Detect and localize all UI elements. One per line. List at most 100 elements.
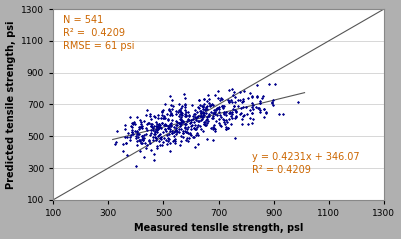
Point: [176, 102, 182, 106]
Point: [231, 104, 237, 108]
Point: [183, 114, 189, 118]
Point: [261, 107, 267, 110]
Point: [224, 121, 230, 125]
Point: [140, 138, 146, 142]
Point: [204, 121, 210, 125]
Point: [154, 130, 160, 133]
Point: [182, 97, 188, 100]
Point: [211, 126, 218, 130]
Point: [183, 122, 189, 126]
Point: [185, 139, 192, 143]
Point: [200, 130, 207, 133]
Point: [226, 99, 233, 103]
Point: [196, 119, 203, 123]
Point: [129, 130, 136, 134]
Point: [127, 115, 133, 119]
Point: [256, 102, 263, 105]
Point: [243, 105, 249, 109]
Point: [134, 130, 140, 134]
Point: [260, 114, 267, 118]
Point: [182, 102, 188, 106]
Point: [231, 95, 238, 99]
Point: [124, 153, 130, 157]
Point: [156, 126, 162, 130]
Point: [197, 124, 203, 128]
Point: [192, 112, 198, 115]
Point: [137, 149, 144, 153]
Point: [211, 123, 218, 127]
Point: [253, 95, 260, 98]
Point: [153, 136, 159, 140]
Point: [147, 112, 153, 116]
Point: [204, 138, 211, 141]
Point: [195, 114, 202, 118]
Point: [229, 112, 235, 116]
Point: [191, 120, 197, 124]
Point: [194, 125, 200, 129]
Point: [194, 131, 200, 135]
Point: [182, 138, 189, 142]
Point: [128, 133, 134, 137]
Point: [159, 121, 165, 125]
Point: [130, 121, 137, 125]
Point: [200, 111, 207, 114]
Point: [167, 149, 173, 153]
Point: [189, 123, 195, 126]
Point: [140, 136, 146, 139]
Point: [177, 112, 184, 116]
Point: [155, 139, 162, 143]
Point: [219, 104, 225, 108]
Point: [141, 133, 148, 137]
Point: [164, 117, 171, 121]
Point: [186, 114, 192, 117]
Point: [249, 121, 255, 125]
Point: [139, 134, 145, 137]
Point: [122, 135, 128, 139]
Point: [167, 129, 174, 133]
Point: [216, 117, 223, 121]
Point: [186, 114, 192, 118]
Point: [180, 131, 186, 135]
Point: [166, 109, 172, 112]
Point: [157, 143, 163, 147]
Point: [203, 105, 209, 109]
Point: [245, 122, 251, 126]
Point: [136, 125, 142, 129]
Point: [223, 118, 229, 122]
Point: [185, 110, 192, 114]
Point: [172, 128, 179, 132]
Point: [205, 114, 211, 118]
Point: [188, 127, 194, 131]
Point: [165, 118, 171, 122]
Point: [226, 111, 233, 115]
Point: [221, 120, 227, 123]
Point: [144, 128, 150, 132]
Point: [133, 165, 139, 168]
Point: [218, 96, 224, 100]
Point: [188, 124, 194, 128]
Point: [209, 116, 216, 120]
Point: [169, 107, 175, 111]
Point: [225, 98, 231, 102]
Point: [239, 122, 245, 126]
Point: [168, 111, 174, 115]
Point: [232, 110, 239, 114]
Point: [208, 103, 214, 107]
Point: [233, 115, 240, 119]
Point: [143, 132, 149, 136]
Point: [136, 127, 142, 131]
Point: [156, 122, 162, 126]
Point: [254, 94, 260, 98]
Point: [180, 92, 187, 96]
Point: [212, 110, 219, 114]
Point: [210, 114, 217, 118]
Point: [177, 122, 184, 126]
Point: [127, 138, 134, 142]
Point: [198, 112, 205, 115]
Point: [225, 126, 231, 130]
Point: [186, 132, 193, 136]
Point: [257, 99, 264, 103]
Point: [146, 133, 153, 137]
Point: [213, 107, 219, 111]
Point: [210, 138, 217, 141]
